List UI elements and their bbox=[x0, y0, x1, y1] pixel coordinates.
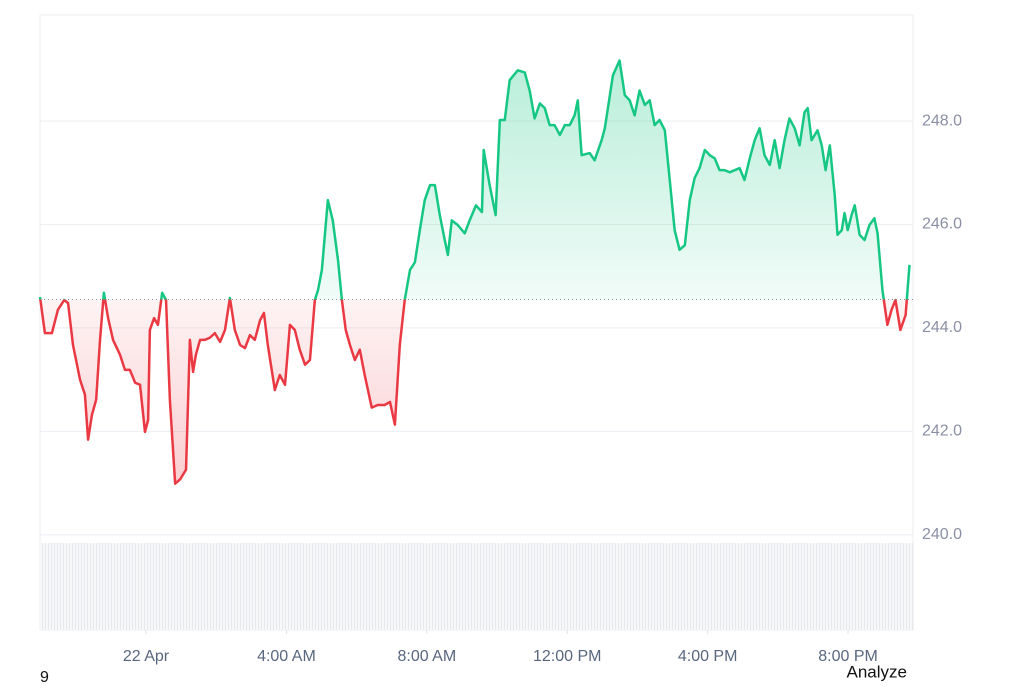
x-tick-label: 8:00 PM bbox=[818, 648, 878, 665]
y-tick-label: 242.0 bbox=[922, 423, 962, 440]
cut-text: 9 bbox=[40, 669, 49, 683]
x-tick-label: 12:00 PM bbox=[533, 648, 601, 665]
price-area bbox=[40, 60, 910, 484]
volume-band bbox=[40, 543, 913, 630]
y-tick-label: 248.0 bbox=[922, 112, 962, 129]
x-tick-label: 4:00 PM bbox=[678, 648, 738, 665]
y-tick-label: 246.0 bbox=[922, 216, 962, 233]
x-tick-label: 22 Apr bbox=[123, 648, 170, 665]
x-tick-label: 8:00 AM bbox=[397, 648, 456, 665]
x-tick-label: 4:00 AM bbox=[257, 648, 316, 665]
y-tick-label: 244.0 bbox=[922, 319, 962, 336]
price-line bbox=[38, 59, 911, 485]
analyze-button[interactable]: Analyze bbox=[847, 662, 907, 681]
y-tick-label: 240.0 bbox=[922, 526, 962, 543]
